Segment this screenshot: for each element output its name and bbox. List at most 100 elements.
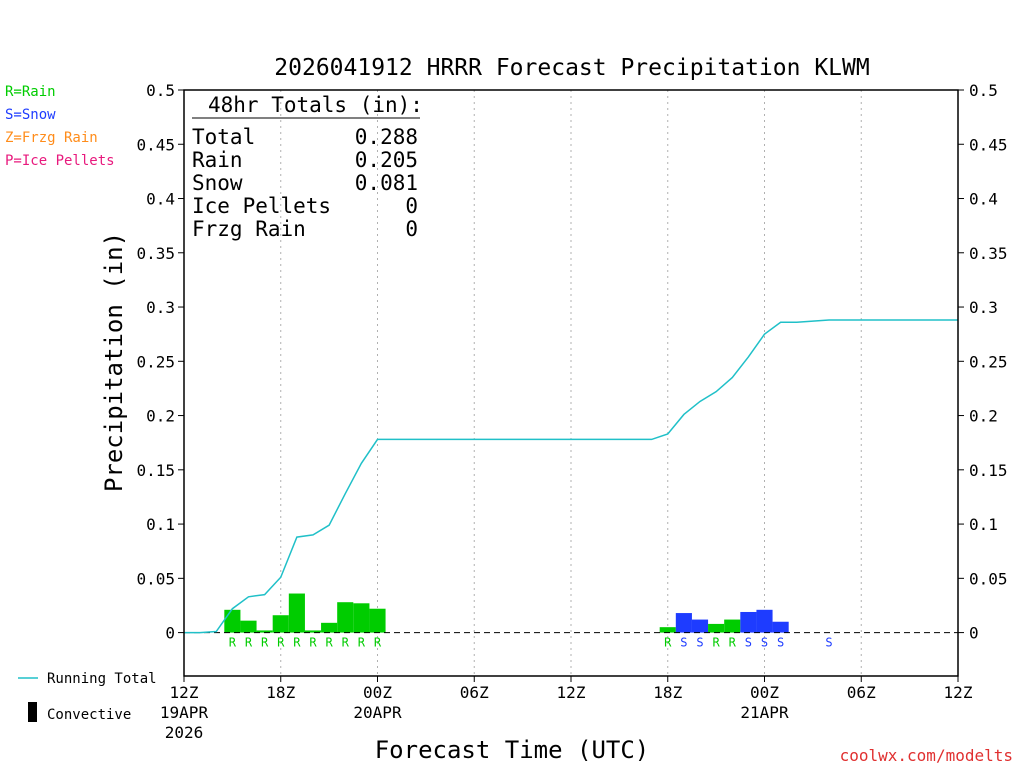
x-axis-label: Forecast Time (UTC) <box>375 736 650 764</box>
y-tick-label-right: 0.35 <box>969 244 1008 263</box>
precip-type-label: R <box>374 636 382 650</box>
precip-type-legend: R=Rain S=Snow Z=Frzg Rain P=Ice Pellets <box>5 84 115 169</box>
x-date-label: 20APR <box>353 703 402 722</box>
totals-value: 0 <box>405 217 418 241</box>
x-tick-label: 06Z <box>460 683 489 702</box>
x-tick-label: 18Z <box>266 683 295 702</box>
x-tick-label: 00Z <box>363 683 392 702</box>
y-tick-label-right: 0.3 <box>969 298 998 317</box>
y-tick-label-right: 0.15 <box>969 461 1008 480</box>
bar <box>691 619 709 633</box>
totals-label: Snow <box>192 171 243 195</box>
bar <box>321 622 338 633</box>
bar <box>740 611 757 633</box>
precip-type-label: R <box>245 636 253 650</box>
totals-value: 0 <box>405 194 418 218</box>
totals-label: Frzg Rain <box>192 217 306 241</box>
running-total-line <box>184 319 958 634</box>
bar <box>240 620 257 633</box>
running-total-legend: Running Total <box>47 671 157 687</box>
x-tick-label: 12Z <box>170 683 199 702</box>
totals-label: Total <box>192 125 255 149</box>
bar <box>708 623 725 633</box>
y-tick-label: 0.3 <box>146 298 175 317</box>
y-tick-label: 0.2 <box>146 407 175 426</box>
totals-box: 48hr Totals (in): Total 0.288 Rain 0.205 Sno… <box>192 93 423 241</box>
line-legend: Running Total Convective <box>18 671 157 723</box>
bar <box>369 608 386 633</box>
precip-type-label: S <box>825 636 832 650</box>
legend-entry-snow: S=Snow <box>5 107 56 123</box>
legend-entry-rain: R=Rain <box>5 84 56 100</box>
precip-type-label: S <box>680 636 687 650</box>
x-tick-label: 06Z <box>847 683 876 702</box>
bar <box>675 613 692 633</box>
legend-entry-frzg: Z=Frzg Rain <box>5 130 98 146</box>
watermark: coolwx.com/modelts <box>840 746 1013 765</box>
precip-type-label: R <box>664 636 672 650</box>
y-tick-label-right: 0 <box>969 624 979 643</box>
y-tick-label: 0.1 <box>146 515 175 534</box>
precip-type-label: R <box>309 636 317 650</box>
precip-type-label: R <box>277 636 285 650</box>
precip-bars <box>224 593 789 633</box>
y-tick-label-right: 0.45 <box>969 135 1008 154</box>
x-tick-label: 00Z <box>750 683 779 702</box>
precip-type-label: R <box>713 636 721 650</box>
y-tick-label-right: 0.2 <box>969 407 998 426</box>
totals-value: 0.081 <box>355 171 418 195</box>
x-date-label: 19APR <box>160 703 209 722</box>
y-tick-label-right: 0.05 <box>969 569 1008 588</box>
bar <box>724 619 741 633</box>
x-year-label: 2026 <box>165 723 204 742</box>
precip-type-label: R <box>293 636 301 650</box>
chart-title: 2026041912 HRRR Forecast Precipitation K… <box>274 55 869 81</box>
convective-swatch <box>28 702 37 722</box>
totals-value: 0.288 <box>355 125 418 149</box>
precip-type-label: R <box>326 636 334 650</box>
bar <box>756 609 773 633</box>
x-tick-label: 18Z <box>653 683 682 702</box>
y-tick-label: 0.05 <box>136 569 175 588</box>
precip-type-label: R <box>261 636 269 650</box>
grid-lines <box>280 90 862 676</box>
bar <box>337 602 354 633</box>
totals-label: Rain <box>192 148 243 172</box>
bar <box>304 630 322 633</box>
precip-type-label: S <box>761 636 768 650</box>
y-tick-label-right: 0.5 <box>969 81 998 100</box>
y-tick-label-right: 0.1 <box>969 515 998 534</box>
x-tick-label: 12Z <box>557 683 586 702</box>
y-tick-label: 0.25 <box>136 352 175 371</box>
y-tick-label-right: 0.25 <box>969 352 1008 371</box>
totals-label: Ice Pellets <box>192 194 331 218</box>
y-tick-label-right: 0.4 <box>969 190 998 209</box>
convective-legend: Convective <box>47 707 131 723</box>
y-tick-label: 0.35 <box>136 244 175 263</box>
y-axis-right: 0 0.05 0.1 0.15 0.2 0.25 0.3 0.35 0.4 0.45 0.5 <box>958 81 1008 643</box>
precip-type-label: R <box>229 636 237 650</box>
y-tick-label: 0.4 <box>146 190 175 209</box>
x-tick-label: 12Z <box>944 683 973 702</box>
precip-type-label: R <box>342 636 350 650</box>
bar <box>256 630 273 633</box>
y-tick-label: 0 <box>165 624 175 643</box>
bar <box>288 593 305 633</box>
precip-type-label: R <box>358 636 366 650</box>
x-date-label: 21APR <box>740 703 789 722</box>
bar <box>772 621 789 633</box>
totals-heading: 48hr Totals (in): <box>208 93 423 117</box>
precip-type-label: S <box>745 636 752 650</box>
totals-value: 0.205 <box>355 148 418 172</box>
bar <box>272 615 289 633</box>
bar <box>353 603 370 633</box>
y-tick-label: 0.5 <box>146 81 175 100</box>
bar <box>659 627 676 633</box>
precip-type-label: S <box>777 636 784 650</box>
y-tick-label: 0.15 <box>136 461 175 480</box>
legend-entry-pellets: P=Ice Pellets <box>5 153 115 169</box>
